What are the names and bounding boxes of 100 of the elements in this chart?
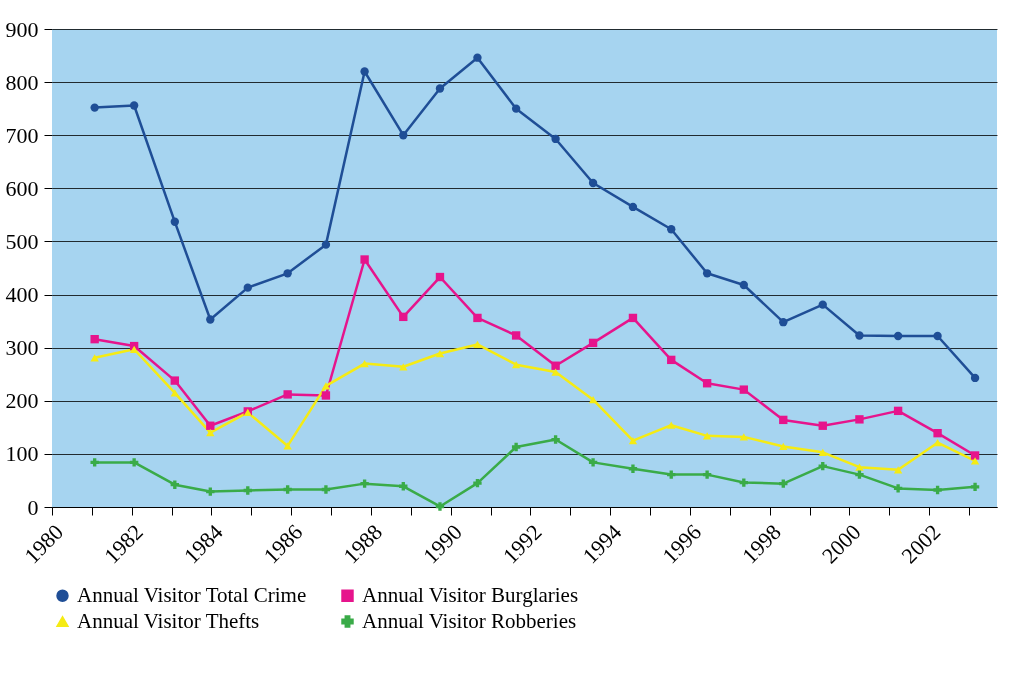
point [399, 312, 408, 322]
point [435, 84, 445, 93]
point [667, 470, 676, 479]
y-tick-label: 900 [5, 16, 39, 42]
point [855, 415, 864, 424]
point [739, 280, 748, 290]
y-tick-label: 700 [5, 122, 39, 148]
point [283, 485, 292, 494]
point [206, 429, 215, 437]
y-tick-label: 500 [5, 228, 39, 254]
y-tick-label: 300 [5, 335, 39, 361]
point [855, 331, 864, 340]
point [511, 361, 521, 369]
point [90, 103, 99, 112]
point [970, 457, 980, 465]
point [739, 385, 748, 394]
point [90, 458, 99, 467]
y-tick-label: 800 [5, 69, 39, 95]
y-tick-label: 200 [5, 388, 39, 414]
point [283, 269, 292, 278]
y-tick-label: 0 [27, 494, 39, 520]
point [90, 334, 99, 344]
point [399, 131, 408, 140]
y-tick-label: 600 [5, 175, 39, 201]
point [893, 466, 903, 474]
point [588, 178, 598, 188]
point [702, 269, 712, 278]
point [855, 463, 864, 471]
point [511, 331, 521, 340]
point [588, 396, 598, 404]
point [933, 331, 942, 341]
point [206, 421, 215, 430]
point [551, 361, 560, 370]
point [551, 435, 560, 444]
point [473, 53, 482, 62]
point [360, 255, 369, 264]
point [818, 461, 827, 471]
point [243, 283, 252, 292]
y-tick-label: 100 [5, 441, 39, 467]
point [667, 355, 676, 365]
legend-label: Annual Visitor Burglaries [362, 582, 579, 607]
point [321, 485, 331, 494]
point [283, 390, 292, 399]
point [90, 354, 99, 362]
point [702, 379, 712, 388]
point [739, 478, 748, 487]
point [739, 433, 748, 441]
point [818, 300, 827, 309]
y-tick-label: 400 [5, 282, 39, 308]
point [933, 428, 942, 438]
point [360, 359, 369, 368]
point [511, 104, 521, 113]
point [473, 478, 482, 488]
point [360, 479, 369, 488]
point [818, 421, 827, 430]
point [321, 382, 331, 390]
point [628, 464, 638, 473]
point [206, 315, 215, 324]
point [129, 458, 139, 467]
point [511, 442, 521, 452]
point [779, 415, 788, 425]
point [893, 406, 903, 416]
legend-label: Annual Visitor Total Crime [77, 582, 307, 607]
legend-label: Annual Visitor Thefts [77, 608, 260, 633]
point [628, 202, 638, 212]
point [170, 217, 179, 226]
legend-label: Annual Visitor Robberies [362, 608, 577, 633]
point [970, 451, 980, 460]
point [702, 432, 712, 440]
point [473, 340, 482, 349]
point [667, 225, 676, 234]
point [551, 368, 560, 376]
point [628, 436, 638, 445]
point [170, 376, 179, 385]
point [818, 448, 827, 456]
point [170, 389, 179, 397]
point [435, 349, 445, 358]
point [779, 318, 788, 327]
point [283, 442, 292, 450]
point [551, 134, 560, 144]
point [321, 391, 331, 400]
point [893, 331, 903, 341]
point [628, 313, 638, 323]
point [588, 338, 598, 348]
point [855, 470, 864, 479]
point [933, 485, 942, 495]
point [779, 479, 788, 488]
point [702, 470, 712, 479]
point [206, 487, 215, 496]
point [588, 458, 598, 467]
point [243, 486, 252, 495]
point [435, 502, 445, 511]
point [435, 272, 445, 282]
point [129, 345, 139, 353]
point [893, 484, 903, 493]
point [667, 421, 676, 429]
point [970, 373, 980, 383]
point [321, 240, 331, 249]
point [360, 67, 369, 76]
point [779, 442, 788, 451]
